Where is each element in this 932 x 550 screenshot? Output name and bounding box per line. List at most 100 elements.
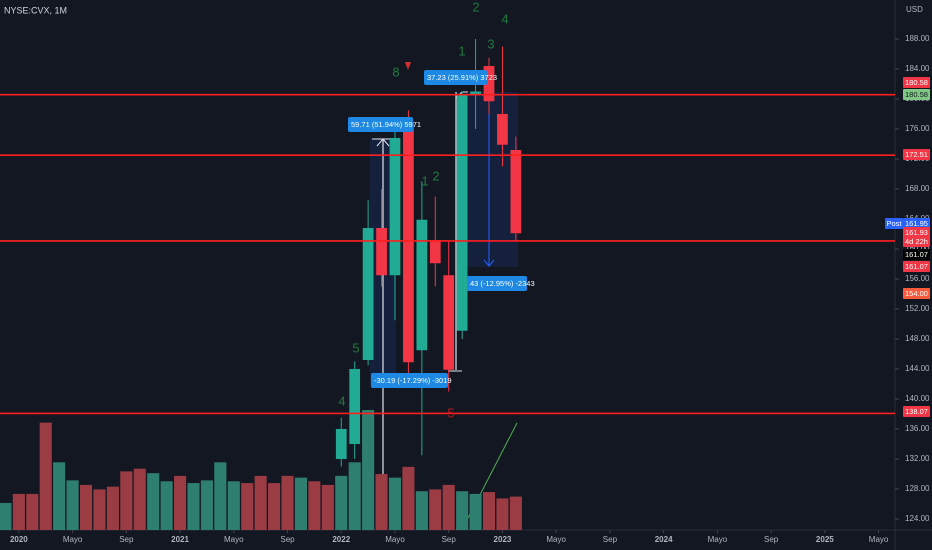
candle-body (362, 227, 374, 360)
volume-bar (496, 498, 509, 530)
candle-body (403, 122, 414, 363)
x-tick-label: Mayo (63, 535, 83, 544)
price-badge (903, 288, 930, 299)
wave-label: 2 (432, 168, 439, 183)
x-tick-label: 2023 (494, 535, 512, 544)
volume-bar (321, 484, 334, 530)
candle-body (416, 219, 428, 351)
measure-arrow (483, 259, 495, 267)
x-tick-label: Mayo (546, 535, 566, 544)
price-badge-label: 161.07 (905, 262, 928, 271)
volume-bar (482, 492, 496, 530)
price-badge-label: 161.93 (905, 228, 928, 237)
candle-body (483, 65, 495, 102)
price-badge (903, 77, 930, 88)
x-tick-label: Mayo (224, 535, 244, 544)
volume-bar (39, 422, 52, 530)
volume-bar (66, 480, 79, 530)
volume-bar (93, 489, 106, 530)
x-tick-label: Sep (280, 535, 295, 544)
volume-bar (26, 493, 39, 530)
wave-label: 4 (501, 11, 508, 26)
price-badge (903, 149, 930, 160)
volume-bar (12, 493, 25, 530)
price-badge (903, 227, 930, 238)
price-badge-label: 161.95 (905, 219, 928, 228)
price-badge-label: 161.07 (905, 250, 928, 259)
x-tick-label: 2021 (171, 535, 189, 544)
candle-body (349, 368, 361, 444)
measure-arrow (376, 138, 390, 147)
volume-bar (133, 468, 146, 530)
volume-bar (294, 477, 307, 530)
candle-body (335, 428, 347, 459)
measure-label: -30.19 (-17.29%) -3019 (374, 376, 452, 385)
y-tick-label: 144.00 (905, 364, 930, 373)
price-badge (903, 406, 930, 417)
candle-body (510, 149, 522, 234)
x-tick-label: 2020 (10, 535, 28, 544)
volume-bar (268, 483, 281, 530)
volume-bar (0, 502, 12, 530)
price-badge (903, 218, 930, 229)
price-badge-label: 4d 22h (905, 237, 928, 246)
measure-label-box (424, 70, 487, 85)
volume-bar (147, 473, 160, 530)
volume-bar (200, 480, 213, 530)
x-tick-label: Mayo (385, 535, 405, 544)
wave-label: 5 (352, 340, 359, 355)
candle-body (470, 91, 481, 96)
volume-bar (469, 493, 482, 530)
price-badge (903, 89, 930, 100)
volume-bar (241, 483, 254, 530)
volume-bar (79, 484, 93, 530)
x-tick-label: 2025 (816, 535, 834, 544)
y-tick-label: 156.00 (905, 274, 930, 283)
volume-bar (281, 475, 294, 530)
candle-body (497, 113, 508, 145)
volume-bar (187, 483, 200, 530)
y-tick-label: 140.00 (905, 394, 930, 403)
x-tick-label: Sep (442, 535, 457, 544)
volume-bar (335, 475, 348, 530)
price-badge (903, 249, 930, 260)
y-tick-label: 160.00 (905, 244, 930, 253)
y-tick-label: 136.00 (905, 424, 930, 433)
volume-bar (254, 475, 267, 530)
y-tick-label: 184.00 (905, 64, 930, 73)
candle-body (443, 275, 455, 370)
volume-bar (348, 462, 361, 530)
currency: USD (906, 5, 923, 14)
volume-bar (429, 489, 442, 530)
signal-arrow (405, 62, 411, 70)
volume-bar (106, 486, 119, 530)
wave-label: 3 (487, 36, 494, 51)
wave-label: 1 (458, 43, 465, 58)
volume-bar (362, 410, 375, 530)
candle-body (376, 227, 387, 276)
volume-bar (456, 491, 469, 530)
x-tick-label: 2024 (655, 535, 673, 544)
y-tick-label: 128.00 (905, 484, 930, 493)
candle-body (429, 239, 441, 264)
wave-label: 4 (338, 393, 345, 408)
volume-bar (415, 491, 428, 530)
wave-label: 2 (472, 0, 479, 14)
y-tick-label: 148.00 (905, 334, 930, 343)
price-badge (903, 236, 930, 247)
volume-bar (442, 484, 455, 530)
measure-label-box (371, 373, 448, 388)
price-badge (885, 218, 903, 229)
volume-bar (308, 481, 321, 530)
wave-label: 1 (421, 173, 428, 188)
price-badge-label: 180.58 (905, 78, 928, 87)
measure-label-box (467, 276, 527, 291)
y-tick-label: 176.00 (905, 124, 930, 133)
candle-body (456, 95, 468, 331)
measure-label: 43 (-12.95%) -2343 (470, 279, 535, 288)
volume-bar (174, 475, 187, 530)
measure-label: 59.71 (51.94%) 5971 (351, 120, 421, 129)
price-badge-label: 154.00 (905, 289, 928, 298)
symbol: NYSE:CVX, 1M (4, 5, 67, 15)
volume-bar (160, 481, 173, 530)
